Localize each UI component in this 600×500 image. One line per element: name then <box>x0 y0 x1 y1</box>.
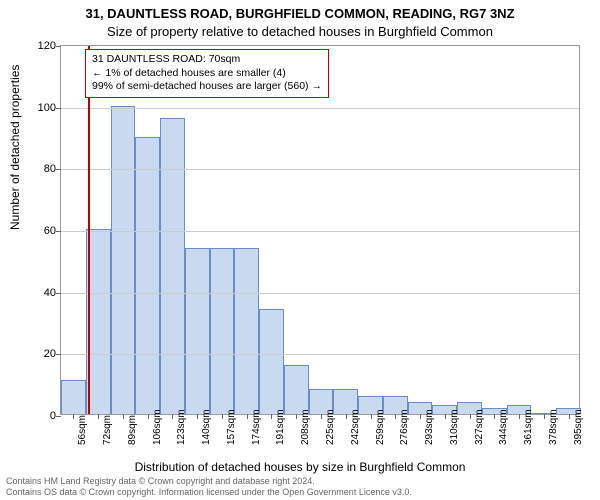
x-tick-label: 72sqm <box>102 415 113 445</box>
x-tick-mark <box>569 414 570 419</box>
x-tick-mark <box>148 414 149 419</box>
y-tick-label: 100 <box>31 102 56 114</box>
property-marker-line <box>88 46 90 414</box>
x-tick-mark <box>123 414 124 419</box>
x-tick-label: 344sqm <box>498 409 509 445</box>
x-tick-mark <box>296 414 297 419</box>
histogram-bar <box>284 365 309 414</box>
gridline <box>61 231 579 232</box>
x-tick-label: 361sqm <box>523 409 534 445</box>
y-tick-mark <box>56 293 61 294</box>
x-tick-mark <box>470 414 471 419</box>
x-tick-label: 327sqm <box>474 409 485 445</box>
x-tick-label: 56sqm <box>77 415 88 445</box>
x-tick-mark <box>494 414 495 419</box>
x-tick-label: 157sqm <box>226 409 237 445</box>
histogram-bar <box>111 106 136 414</box>
y-tick-label: 40 <box>31 287 56 299</box>
x-tick-mark <box>172 414 173 419</box>
x-tick-mark <box>247 414 248 419</box>
x-tick-label: 293sqm <box>424 409 435 445</box>
x-tick-mark <box>73 414 74 419</box>
y-tick-label: 80 <box>31 163 56 175</box>
annotation-line-3: 99% of semi-detached houses are larger (… <box>92 80 322 94</box>
histogram-bar <box>61 380 86 414</box>
x-tick-label: 123sqm <box>176 409 187 445</box>
histogram-bar <box>259 309 284 414</box>
bars-layer <box>61 46 579 414</box>
x-tick-mark <box>197 414 198 419</box>
annotation-line-2: ← 1% of detached houses are smaller (4) <box>92 67 322 81</box>
y-tick-label: 120 <box>31 40 56 52</box>
x-tick-mark <box>544 414 545 419</box>
x-tick-label: 191sqm <box>275 409 286 445</box>
x-tick-mark <box>445 414 446 419</box>
histogram-bar <box>210 248 235 415</box>
x-tick-label: 395sqm <box>573 409 584 445</box>
x-tick-label: 106sqm <box>152 409 163 445</box>
x-tick-label: 225sqm <box>325 409 336 445</box>
x-tick-label: 140sqm <box>201 409 212 445</box>
chart-subtitle: Size of property relative to detached ho… <box>0 24 600 39</box>
y-tick-label: 0 <box>31 410 56 422</box>
x-tick-label: 276sqm <box>399 409 410 445</box>
x-tick-mark <box>98 414 99 419</box>
x-tick-label: 89sqm <box>127 415 138 445</box>
property-annotation-box: 31 DAUNTLESS ROAD: 70sqm ← 1% of detache… <box>85 49 329 98</box>
gridline <box>61 169 579 170</box>
x-tick-mark <box>321 414 322 419</box>
x-tick-mark <box>395 414 396 419</box>
footer-line-1: Contains HM Land Registry data © Crown c… <box>6 476 412 487</box>
histogram-bar <box>185 248 210 415</box>
x-tick-label: 174sqm <box>251 409 262 445</box>
x-tick-label: 208sqm <box>300 409 311 445</box>
gridline <box>61 108 579 109</box>
y-tick-mark <box>56 416 61 417</box>
footer-attribution: Contains HM Land Registry data © Crown c… <box>6 476 412 498</box>
histogram-bar <box>160 118 185 414</box>
gridline <box>61 354 579 355</box>
x-tick-mark <box>271 414 272 419</box>
annotation-line-1: 31 DAUNTLESS ROAD: 70sqm <box>92 53 322 67</box>
y-tick-mark <box>56 169 61 170</box>
address-title: 31, DAUNTLESS ROAD, BURGHFIELD COMMON, R… <box>0 6 600 21</box>
y-tick-mark <box>56 231 61 232</box>
x-tick-mark <box>519 414 520 419</box>
y-tick-label: 60 <box>31 225 56 237</box>
y-tick-mark <box>56 46 61 47</box>
x-tick-label: 242sqm <box>350 409 361 445</box>
histogram-bar <box>234 248 259 415</box>
x-tick-label: 310sqm <box>449 409 460 445</box>
y-tick-label: 20 <box>31 348 56 360</box>
histogram-bar <box>135 137 160 415</box>
chart-plot-area: 02040608010012056sqm72sqm89sqm106sqm123s… <box>60 45 580 415</box>
x-tick-mark <box>346 414 347 419</box>
footer-line-2: Contains OS data © Crown copyright. Info… <box>6 487 412 498</box>
x-tick-label: 259sqm <box>375 409 386 445</box>
page-container: 31, DAUNTLESS ROAD, BURGHFIELD COMMON, R… <box>0 0 600 500</box>
x-axis-label: Distribution of detached houses by size … <box>0 460 600 474</box>
x-tick-label: 378sqm <box>548 409 559 445</box>
x-tick-mark <box>420 414 421 419</box>
y-axis-label: Number of detached properties <box>8 65 22 230</box>
x-tick-mark <box>222 414 223 419</box>
y-tick-mark <box>56 354 61 355</box>
gridline <box>61 293 579 294</box>
x-tick-mark <box>371 414 372 419</box>
y-tick-mark <box>56 108 61 109</box>
